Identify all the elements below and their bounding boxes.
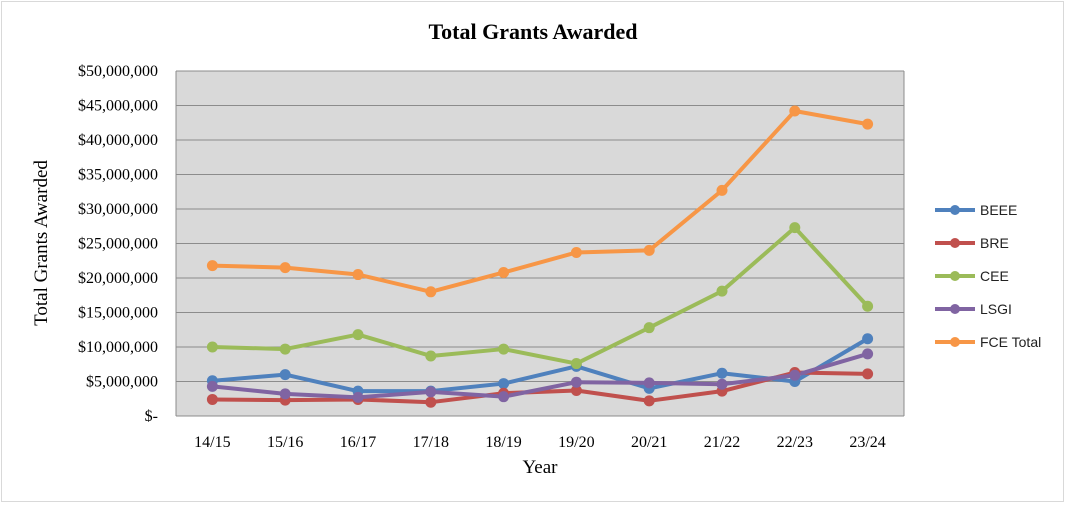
data-point-lsgi [570, 376, 582, 388]
data-point-fce-total [498, 266, 510, 278]
legend-marker [950, 304, 960, 314]
data-point-cee [716, 285, 728, 297]
legend-label: FCE Total [980, 334, 1041, 350]
x-axis-title: Year [522, 457, 558, 478]
data-point-cee [206, 341, 218, 353]
legend-marker [950, 205, 960, 215]
x-tick-label: 18/19 [485, 434, 521, 451]
data-point-lsgi [789, 369, 801, 381]
x-tick-label: 17/18 [413, 434, 449, 451]
data-point-beee [716, 367, 728, 379]
data-point-cee [789, 222, 801, 234]
legend-marker [950, 337, 960, 347]
series-line-fce-total [210, 109, 870, 294]
series-line-beee [210, 336, 870, 394]
data-point-lsgi [643, 377, 655, 389]
gridlines [175, 70, 905, 417]
y-tick-label: $15,000,000 [78, 305, 158, 322]
y-tick-label: $10,000,000 [78, 339, 158, 356]
y-tick-label: $20,000,000 [78, 270, 158, 287]
data-point-cee [643, 322, 655, 334]
data-point-fce-total [352, 269, 364, 281]
data-point-fce-total [425, 286, 437, 298]
y-tick-label: $5,000,000 [86, 374, 158, 391]
data-point-fce-total [279, 262, 291, 274]
data-point-cee [279, 343, 291, 355]
legend-label: CEE [980, 268, 1009, 284]
x-tick-label: 22/23 [777, 434, 813, 451]
x-tick-label: 19/20 [558, 434, 594, 451]
legend-marker [950, 238, 960, 248]
data-point-beee [498, 378, 510, 390]
data-point-lsgi [425, 386, 437, 398]
x-tick-label: 16/17 [340, 434, 376, 451]
x-tick-label: 15/16 [267, 434, 303, 451]
series-line-lsgi [210, 351, 870, 400]
data-point-fce-total [862, 118, 874, 130]
data-point-bre [643, 395, 655, 407]
chart-title: Total Grants Awarded [428, 19, 637, 44]
x-tick-label: 20/21 [631, 434, 667, 451]
series-line-bre [210, 370, 870, 405]
legend-label: BEEE [980, 202, 1017, 218]
legend-label: BRE [980, 235, 1009, 251]
data-point-cee [570, 358, 582, 370]
y-tick-label: $25,000,000 [78, 236, 158, 253]
legend: BEEE BRE CEE LSGI FCE Total [935, 202, 1041, 350]
data-point-fce-total [789, 105, 801, 117]
y-tick-label: $45,000,000 [78, 98, 158, 115]
data-point-lsgi [498, 391, 510, 403]
data-point-fce-total [643, 244, 655, 256]
data-point-bre [570, 384, 582, 396]
data-point-fce-total [716, 184, 728, 196]
data-point-cee [352, 329, 364, 341]
data-point-lsgi [352, 391, 364, 403]
x-axis-tick-labels: 14/15 15/16 16/17 17/18 18/19 19/20 20/21 21/22… [194, 434, 886, 451]
x-tick-label: 23/24 [849, 434, 885, 451]
data-point-fce-total [206, 260, 218, 272]
data-point-lsgi [279, 388, 291, 400]
legend-marker [950, 271, 960, 281]
data-point-bre [862, 368, 874, 380]
data-point-cee [425, 350, 437, 362]
y-tick-label: $40,000,000 [78, 132, 158, 149]
data-point-lsgi [716, 378, 728, 390]
data-point-bre [206, 393, 218, 405]
data-point-lsgi [206, 380, 218, 392]
data-point-bre [425, 396, 437, 408]
y-tick-label: $35,000,000 [78, 167, 158, 184]
y-tick-label: $- [145, 408, 158, 425]
x-tick-label: 21/22 [704, 434, 740, 451]
legend-label: LSGI [980, 301, 1012, 317]
y-axis-title: Total Grants Awarded [31, 160, 52, 326]
x-tick-label: 14/15 [194, 434, 230, 451]
data-point-beee [862, 333, 874, 345]
y-tick-label: $30,000,000 [78, 201, 158, 218]
series-lines [210, 109, 870, 405]
series-markers [206, 105, 874, 408]
data-point-cee [862, 300, 874, 312]
y-axis-tick-labels: $- $5,000,000 $10,000,000 $15,000,000 $20,00… [78, 63, 158, 425]
data-point-fce-total [570, 246, 582, 258]
y-tick-label: $50,000,000 [78, 63, 158, 80]
data-point-beee [279, 369, 291, 381]
data-point-lsgi [862, 348, 874, 360]
data-point-cee [498, 343, 510, 355]
series-line-cee [210, 225, 870, 366]
